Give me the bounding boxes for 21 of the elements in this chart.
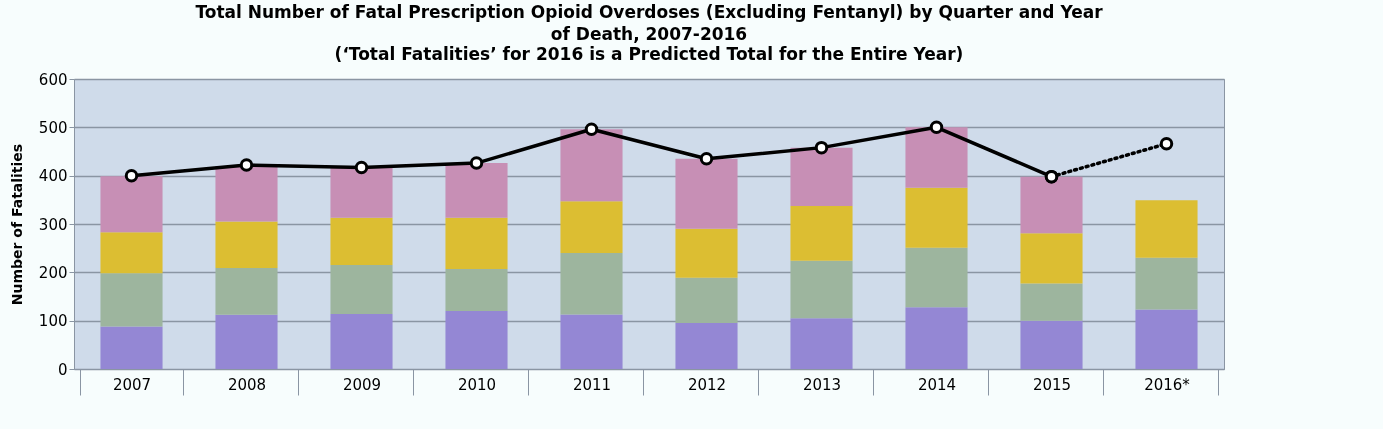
x-tick-label: 2008	[227, 375, 267, 394]
y-tick-label: 100	[38, 312, 68, 331]
y-axis-title: Number of Fatalities	[8, 143, 25, 306]
x-tick-label: 2014	[917, 375, 957, 394]
x-tick-label: 2010	[457, 375, 497, 394]
x-tick-label: 2013	[802, 375, 842, 394]
x-tick-label: 2015	[1032, 375, 1072, 394]
x-tick-label: 2016*	[1144, 375, 1191, 394]
y-tick-label: 200	[38, 263, 68, 282]
text: of Death, 2007-2016	[550, 24, 748, 44]
x-tick-label: 2011	[572, 375, 612, 394]
x-tick-label: 2009	[342, 375, 382, 394]
x-tick-label: 2012	[687, 375, 727, 394]
text: Total Number of Fatal Prescription Opioid Overdoses (Excluding Fentanyl) by Quarter and Year	[195, 2, 1103, 22]
y-tick-label: 0	[57, 360, 68, 379]
y-tick-label: 600	[38, 70, 68, 89]
y-tick-label: 400	[38, 167, 68, 186]
x-tick-label: 2007	[112, 375, 152, 394]
chart-subtitle: (‘Total Fatalities’ for 2016 is a Predicted Total for the Entire Year)	[334, 44, 964, 64]
y-tick-label: 500	[38, 118, 68, 137]
y-tick-label: 300	[38, 215, 68, 234]
